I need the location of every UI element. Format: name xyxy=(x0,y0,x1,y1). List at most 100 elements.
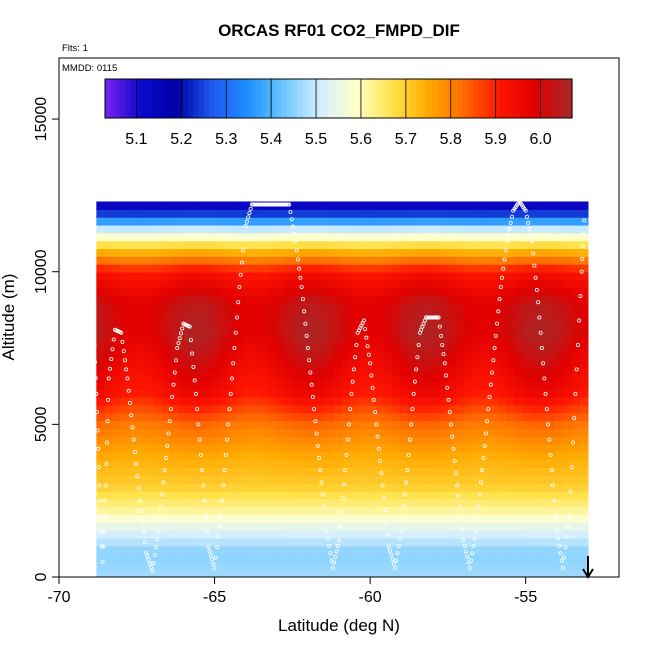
heatmap-cell xyxy=(309,373,319,383)
heatmap-cell xyxy=(481,264,491,273)
heatmap-cell xyxy=(465,428,474,437)
heatmap-cell xyxy=(350,318,360,328)
heatmap-cell xyxy=(432,334,442,343)
heatmap-cell xyxy=(514,483,523,492)
heatmap-cell xyxy=(202,397,212,406)
heatmap-cell xyxy=(178,318,188,328)
heatmap-cell xyxy=(555,498,564,508)
heatmap-cell xyxy=(219,530,229,539)
heatmap-cell xyxy=(194,201,204,210)
heatmap-cell xyxy=(374,350,384,359)
heatmap-cell xyxy=(538,506,548,516)
flight-track-point xyxy=(188,338,193,343)
flight-track-point xyxy=(444,373,449,378)
heatmap-cell xyxy=(563,506,573,516)
heatmap-cell xyxy=(407,350,417,359)
heatmap-cell xyxy=(432,318,442,328)
heatmap-cell xyxy=(358,498,368,508)
heatmap-cell xyxy=(333,561,343,570)
heatmap-cell xyxy=(358,217,368,226)
heatmap-cell xyxy=(391,271,401,281)
heatmap-cell xyxy=(465,444,474,453)
heatmap-cell xyxy=(219,295,229,304)
heatmap-cell xyxy=(129,326,138,336)
heatmap-cell xyxy=(219,381,229,390)
heatmap-cell xyxy=(505,381,515,390)
heatmap-cell xyxy=(251,248,261,257)
heatmap-cell xyxy=(366,553,376,562)
heatmap-cell xyxy=(473,373,482,383)
heatmap-cell xyxy=(391,537,401,547)
heatmap-cell xyxy=(391,530,401,539)
flight-track-point xyxy=(430,315,435,320)
heatmap-cell xyxy=(260,271,269,281)
heatmap-cell xyxy=(284,334,294,343)
heatmap-cell xyxy=(129,224,138,234)
flight-track-point xyxy=(429,315,434,320)
heatmap-cell xyxy=(243,303,253,312)
heatmap-cell xyxy=(112,404,122,414)
flight-track-point xyxy=(581,231,586,236)
heatmap-cell xyxy=(391,318,401,328)
heatmap-cell xyxy=(432,209,442,218)
heatmap-cell xyxy=(178,522,188,531)
flight-track-point xyxy=(455,483,460,488)
heatmap-cell xyxy=(358,318,368,328)
heatmap-cell xyxy=(374,397,384,406)
flight-track-point xyxy=(215,545,220,550)
heatmap-cell xyxy=(309,334,319,343)
heatmap-cell xyxy=(235,490,245,500)
heatmap-cell xyxy=(153,201,163,210)
heatmap-cell xyxy=(112,498,122,508)
flight-track-point xyxy=(191,364,196,369)
heatmap-cell xyxy=(383,412,392,422)
heatmap-cell xyxy=(276,436,286,445)
heatmap-cell xyxy=(473,412,482,422)
heatmap-cell xyxy=(227,342,237,351)
heatmap-cell xyxy=(309,381,319,390)
heatmap-cell xyxy=(145,287,155,296)
flight-track-point xyxy=(528,233,533,238)
heatmap-cell xyxy=(415,271,425,281)
heatmap-cell xyxy=(219,561,229,570)
heatmap-cell xyxy=(227,483,237,492)
heatmap-cell xyxy=(473,287,482,296)
flight-track-point xyxy=(328,551,333,556)
heatmap-cell xyxy=(505,240,515,250)
heatmap-cell xyxy=(383,459,392,469)
heatmap-cell xyxy=(342,357,351,367)
heatmap-cell xyxy=(251,365,261,375)
flight-track-point xyxy=(400,516,405,521)
flight-track-point xyxy=(378,458,383,463)
heatmap-cell xyxy=(555,467,564,476)
flight-track-point xyxy=(508,220,513,225)
heatmap-cell xyxy=(112,271,122,281)
heatmap-cell xyxy=(251,451,261,461)
heatmap-cell xyxy=(497,475,507,484)
heatmap-cell xyxy=(514,365,523,375)
heatmap-cell xyxy=(522,389,532,398)
heatmap-cell xyxy=(497,428,507,437)
heatmap-cell xyxy=(366,545,376,555)
heatmap-cell xyxy=(505,444,515,453)
heatmap-cell xyxy=(546,311,556,320)
heatmap-cell xyxy=(424,561,433,570)
flight-track-point xyxy=(569,465,574,470)
heatmap-cell xyxy=(350,514,360,523)
heatmap-cell xyxy=(358,295,368,304)
flight-track-point xyxy=(412,379,417,384)
heatmap-cell xyxy=(112,561,122,570)
colorbar-segment xyxy=(136,79,142,118)
heatmap-cell xyxy=(440,569,450,578)
heatmap-cell xyxy=(284,412,294,422)
heatmap-cell xyxy=(358,365,368,375)
flight-track-point xyxy=(465,554,470,559)
flight-track-point xyxy=(458,516,463,521)
heatmap-cell xyxy=(514,334,523,343)
heatmap-cell xyxy=(456,201,466,210)
flight-track-point xyxy=(491,358,496,363)
heatmap-cell xyxy=(407,490,417,500)
colorbar-frame xyxy=(104,78,573,119)
heatmap-cell xyxy=(399,295,409,304)
heatmap-cell xyxy=(161,420,171,429)
